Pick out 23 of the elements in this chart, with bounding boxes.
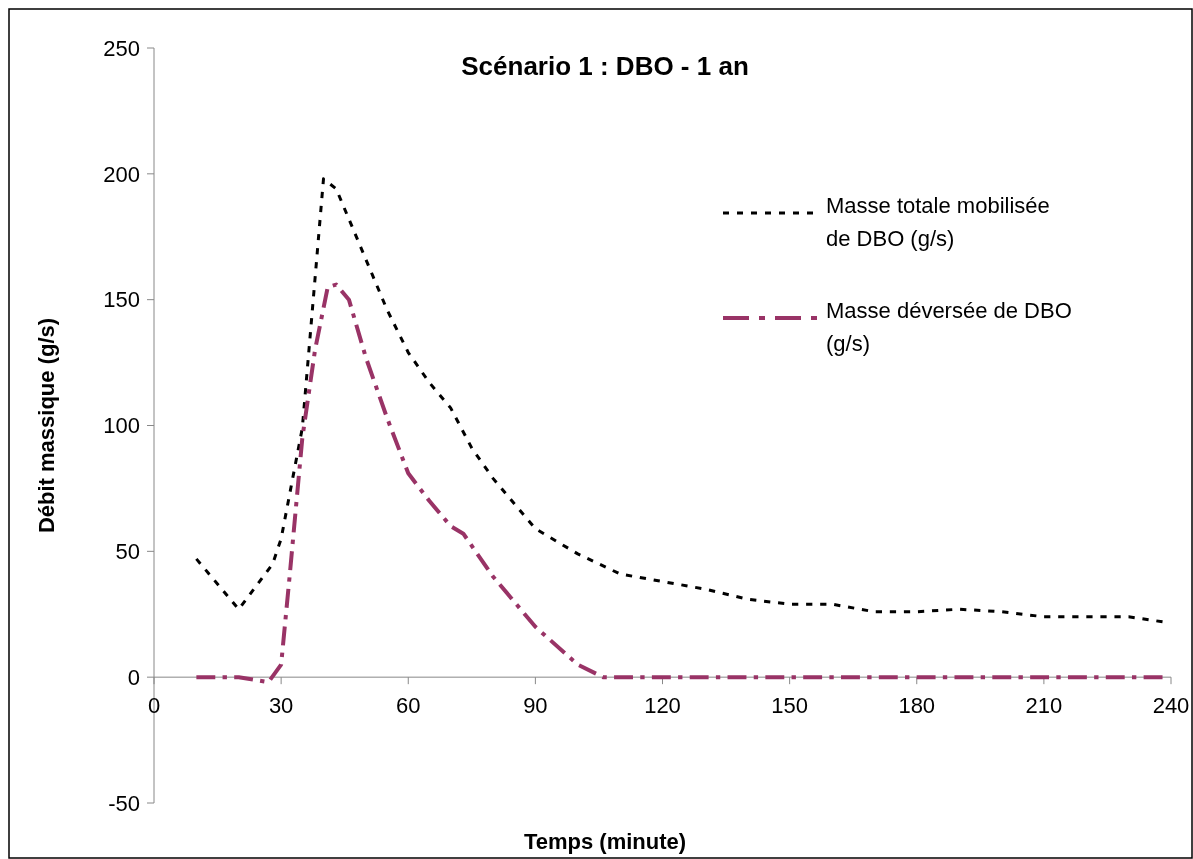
y-tick-label: 100 (103, 413, 140, 439)
y-tick-label: -50 (108, 790, 140, 816)
x-axis-title: Temps (minute) (523, 829, 687, 854)
legend-label: Masse totale mobilisée de DBO (g/s) (826, 193, 1050, 251)
y-tick-label: 200 (103, 161, 140, 187)
legend-label: Masse déversée de DBO (g/s) (826, 298, 1072, 356)
y-axis-title: Débit massique (g/s) (34, 317, 59, 534)
x-tick-label: 30 (268, 693, 294, 719)
y-tick-label: 250 (103, 35, 140, 61)
x-tick-label: 240 (1152, 693, 1190, 719)
x-tick-label: 210 (1025, 693, 1063, 719)
y-tick-label: 0 (127, 664, 140, 690)
x-tick-label: 90 (523, 693, 548, 719)
line-series (194, 177, 1165, 624)
x-tick-label: 60 (396, 693, 421, 719)
x-tick-label: 120 (644, 693, 681, 719)
chart-title: Scénario 1 : DBO - 1 an (461, 51, 749, 81)
line-series (194, 282, 1165, 685)
x-tick-label: 0 (147, 693, 161, 719)
x-tick-label: 150 (771, 693, 808, 719)
x-tick-label: 180 (898, 693, 936, 719)
y-tick-label: 50 (115, 539, 140, 565)
y-tick-label: 150 (103, 287, 140, 313)
